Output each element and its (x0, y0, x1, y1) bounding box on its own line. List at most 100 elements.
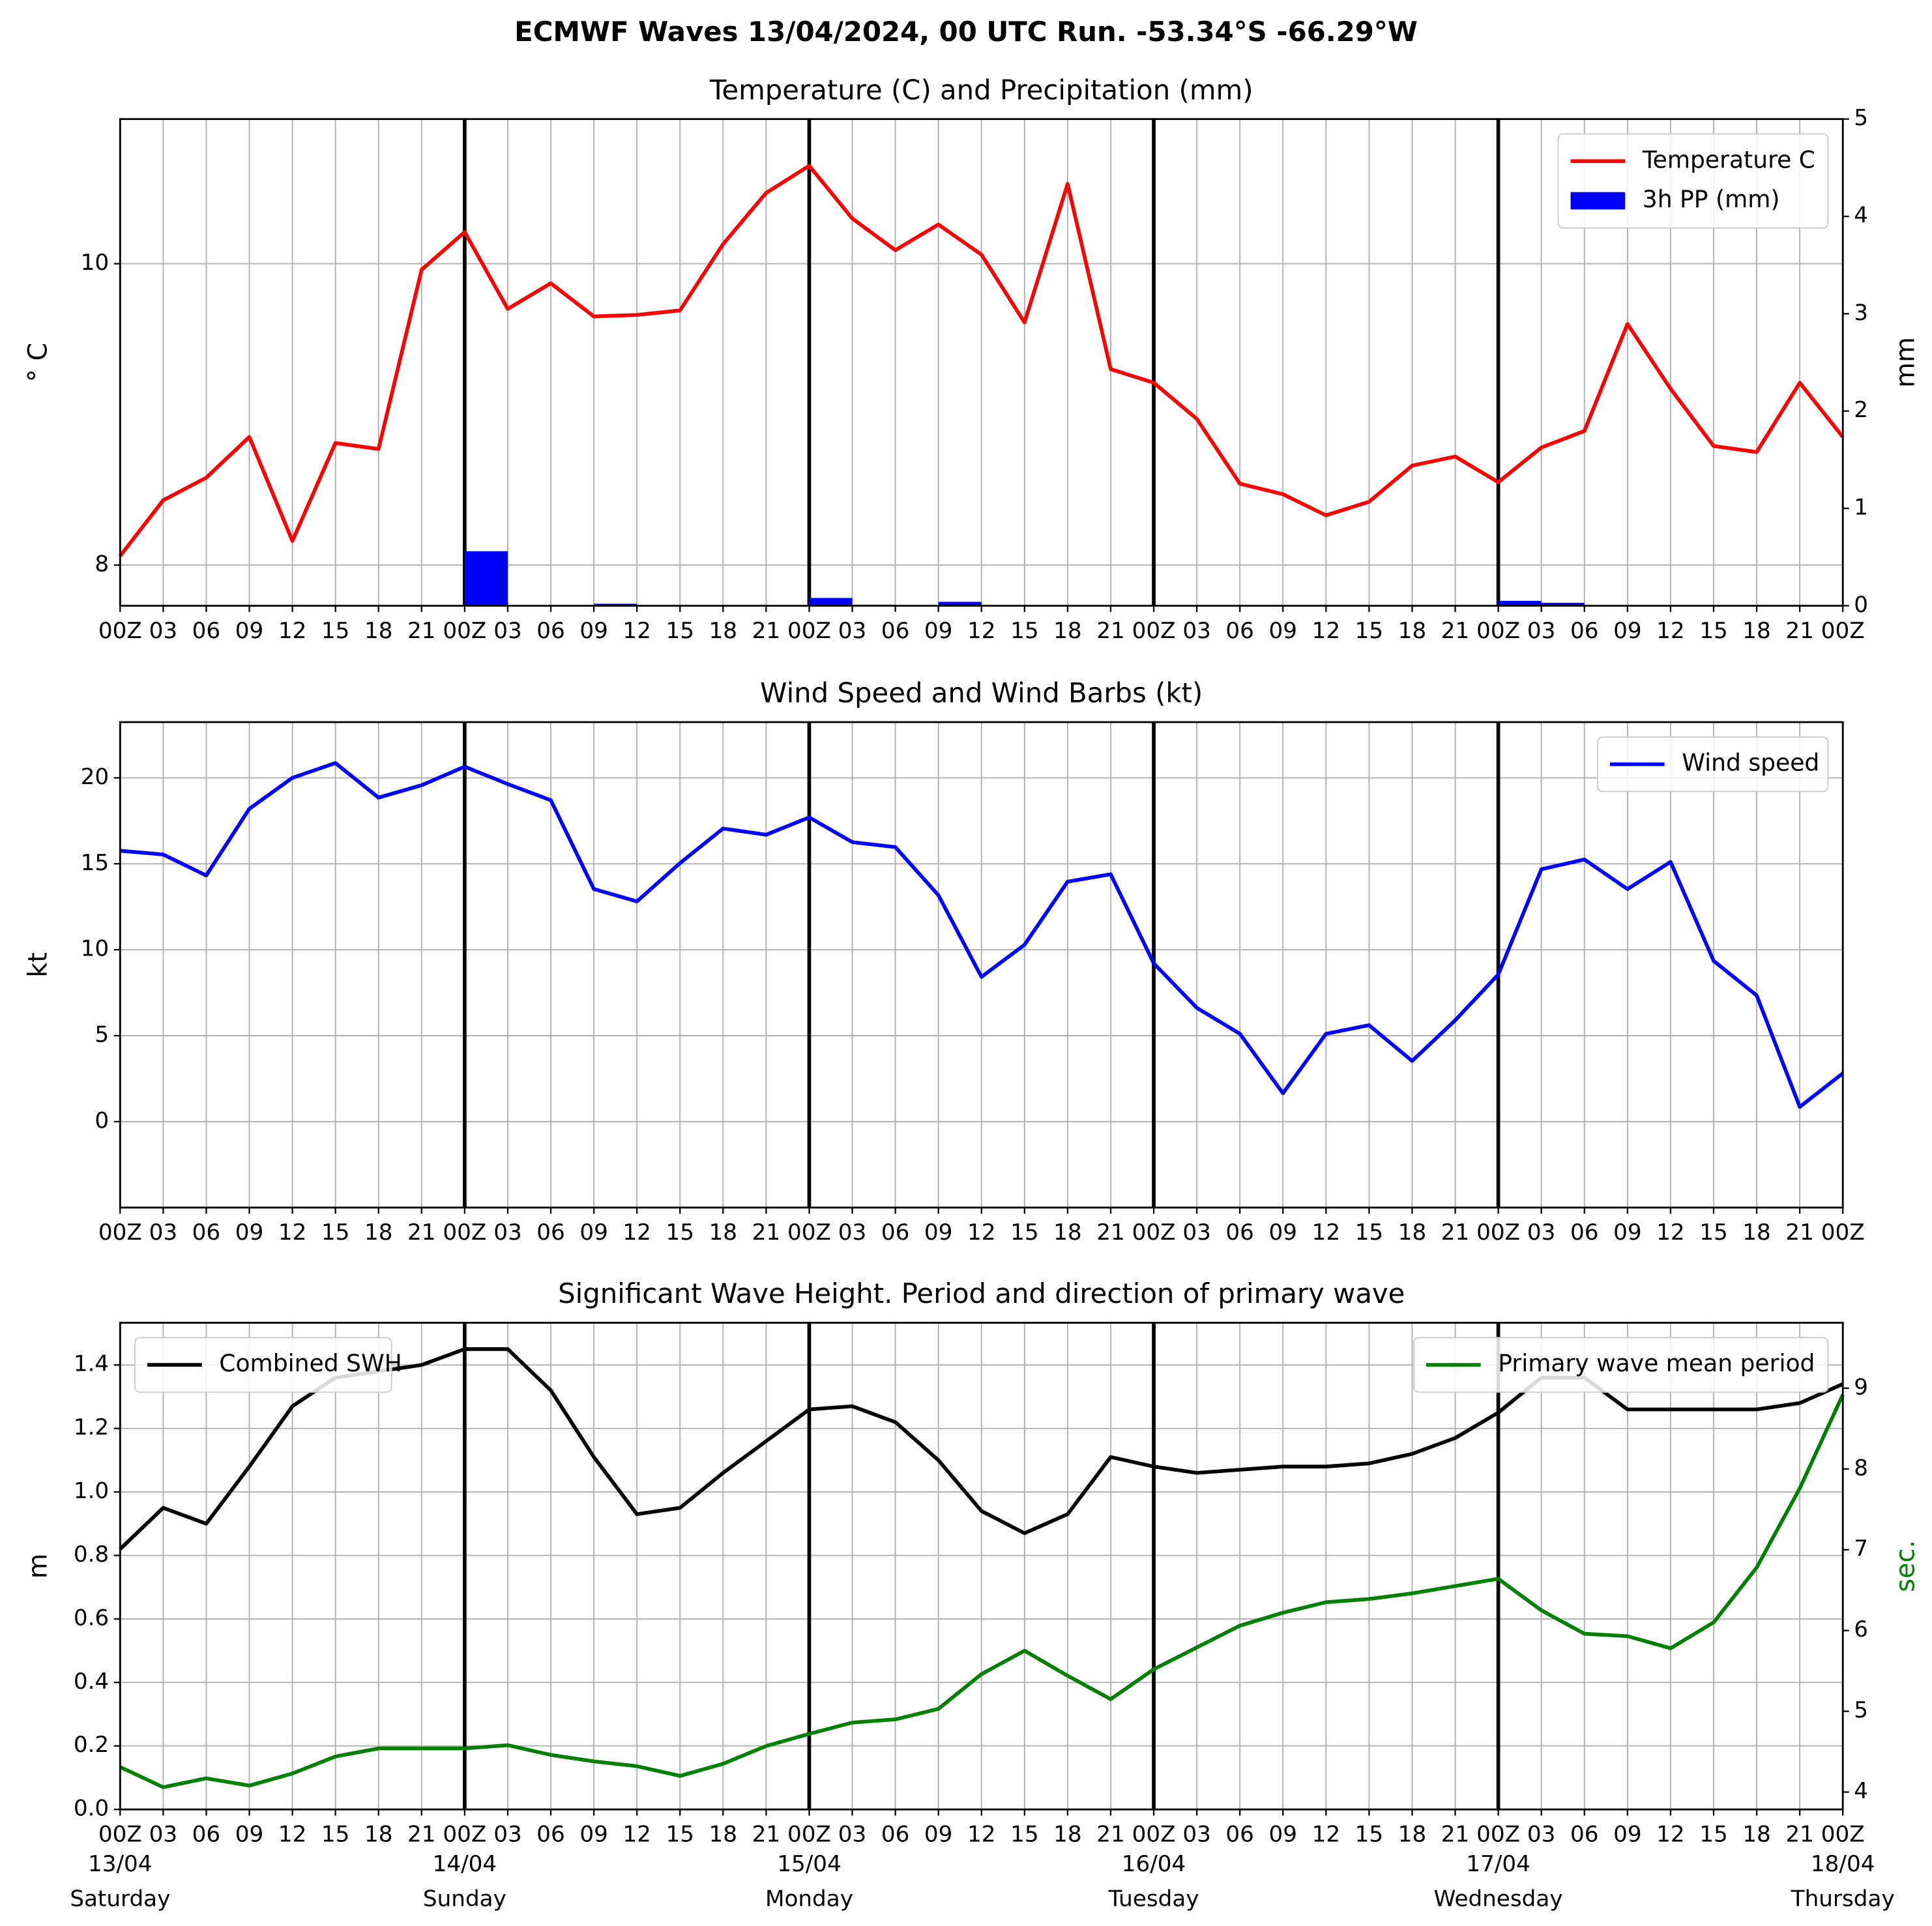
x-tick-label: 03 (1527, 618, 1556, 644)
x-tick-label: 09 (1268, 1219, 1297, 1246)
x-tick-label: 15 (1355, 1219, 1384, 1246)
x-tick-label: 09 (1613, 1822, 1642, 1848)
series-line (120, 761, 1844, 1109)
x-tick-label: 09 (235, 1822, 264, 1848)
x-tick-label: 09 (1268, 618, 1297, 644)
legend-label: Wind speed (1682, 750, 1819, 777)
x-tick-label: 06 (1570, 1219, 1599, 1246)
x-tick-label: 09 (579, 618, 608, 644)
x-tick-label: 21 (1096, 618, 1125, 644)
x-tick-label: 00Z (1476, 1822, 1520, 1848)
x-tick-label: 21 (1096, 1822, 1125, 1848)
x-tick-label: 06 (881, 1822, 910, 1848)
y-tick-label: 0.0 (74, 1796, 109, 1822)
x-tick-label: 15 (1699, 1219, 1728, 1246)
x-tick-label: 12 (622, 618, 651, 644)
x-tick-label: 15 (321, 1822, 350, 1848)
y2-axis-label: sec. (1891, 1540, 1921, 1592)
x-tick-label: 12 (1656, 618, 1685, 644)
x-tick-label: 00Z (1821, 1822, 1865, 1848)
y2-tick-label: 1 (1854, 495, 1868, 521)
x-tick-label: 18 (1053, 1219, 1082, 1246)
y-tick-label: 20 (81, 764, 110, 790)
date-label: 13/04 (88, 1851, 153, 1877)
panel-title: Wind Speed and Wind Barbs (kt) (760, 677, 1203, 709)
x-tick-label: 21 (1441, 618, 1470, 644)
x-tick-label: 06 (192, 1219, 221, 1246)
date-label: 15/04 (777, 1851, 842, 1877)
x-tick-label: 21 (752, 1822, 781, 1848)
x-tick-label: 18 (1053, 618, 1082, 644)
x-tick-label: 06 (536, 618, 565, 644)
x-tick-label: 00Z (443, 618, 486, 644)
x-tick-label: 18 (1742, 618, 1771, 644)
x-tick-label: 18 (1053, 1822, 1082, 1848)
series-line (119, 1393, 1845, 1789)
x-tick-label: 00Z (1476, 618, 1520, 644)
x-tick-label: 03 (149, 618, 178, 644)
x-tick-label: 21 (752, 1219, 781, 1246)
legend-label: Primary wave mean period (1498, 1350, 1815, 1377)
x-tick-label: 00Z (1821, 1219, 1865, 1246)
weekday-label: Sunday (423, 1886, 506, 1912)
x-tick-label: 09 (924, 618, 953, 644)
x-tick-label: 00Z (98, 618, 142, 644)
legend-box (1597, 736, 1829, 793)
y2-tick-label: 7 (1854, 1536, 1868, 1562)
x-tick-label: 21 (752, 618, 781, 644)
x-tick-label: 00Z (98, 1822, 142, 1848)
x-tick-label: 09 (579, 1219, 608, 1246)
x-tick-label: 12 (1312, 618, 1341, 644)
date-label: 18/04 (1811, 1851, 1875, 1877)
weekday-label: Monday (765, 1886, 853, 1912)
x-tick-label: 18 (1398, 1822, 1427, 1848)
x-tick-label: 12 (1312, 1822, 1341, 1848)
x-tick-label: 12 (278, 1219, 307, 1246)
plot-frame (119, 1322, 1844, 1811)
precip-bar (1541, 602, 1585, 606)
precip-bar (938, 602, 982, 606)
x-tick-label: 09 (1268, 1822, 1297, 1848)
x-tick-label: 12 (967, 1822, 996, 1848)
x-tick-label: 18 (364, 618, 393, 644)
x-tick-label: 18 (1398, 618, 1427, 644)
x-tick-label: 15 (1010, 1822, 1039, 1848)
date-label: 14/04 (433, 1851, 497, 1877)
x-tick-label: 21 (1785, 1219, 1814, 1246)
y-tick-label: 0.6 (74, 1605, 109, 1631)
x-tick-label: 03 (1527, 1822, 1556, 1848)
x-tick-label: 09 (1613, 618, 1642, 644)
x-tick-label: 03 (838, 618, 867, 644)
x-tick-label: 15 (666, 1822, 694, 1848)
x-tick-label: 18 (1398, 1219, 1427, 1246)
x-tick-label: 00Z (787, 1219, 831, 1246)
legend-label: Combined SWH (219, 1350, 402, 1377)
y-tick-label: 0.4 (74, 1669, 109, 1695)
x-tick-label: 03 (1182, 1219, 1211, 1246)
x-tick-label: 18 (709, 618, 738, 644)
x-tick-label: 15 (321, 618, 350, 644)
x-tick-label: 00Z (1132, 1822, 1176, 1848)
x-tick-label: 15 (321, 1219, 350, 1246)
panel-title: Significant Wave Height. Period and dire… (558, 1277, 1405, 1309)
x-tick-label: 12 (278, 1822, 307, 1848)
page-title: ECMWF Waves 13/04/2024, 00 UTC Run. -53.… (514, 16, 1418, 48)
x-tick-label: 03 (149, 1822, 178, 1848)
x-tick-label: 03 (838, 1219, 867, 1246)
x-tick-label: 09 (579, 1822, 608, 1848)
x-tick-label: 00Z (1476, 1219, 1520, 1246)
x-tick-label: 03 (493, 1822, 522, 1848)
x-tick-label: 21 (1441, 1822, 1470, 1848)
y-axis-label: m (23, 1553, 53, 1579)
x-tick-label: 03 (1182, 1822, 1211, 1848)
x-tick-label: 06 (536, 1822, 565, 1848)
x-tick-label: 03 (493, 1219, 522, 1246)
x-tick-label: 12 (1656, 1822, 1685, 1848)
x-tick-label: 06 (1570, 618, 1599, 644)
panel-title: Temperature (C) and Precipitation (mm) (709, 74, 1253, 106)
x-tick-label: 03 (149, 1219, 178, 1246)
x-tick-label: 12 (1656, 1219, 1685, 1246)
x-tick-label: 09 (235, 1219, 264, 1246)
series-line (119, 164, 1845, 557)
